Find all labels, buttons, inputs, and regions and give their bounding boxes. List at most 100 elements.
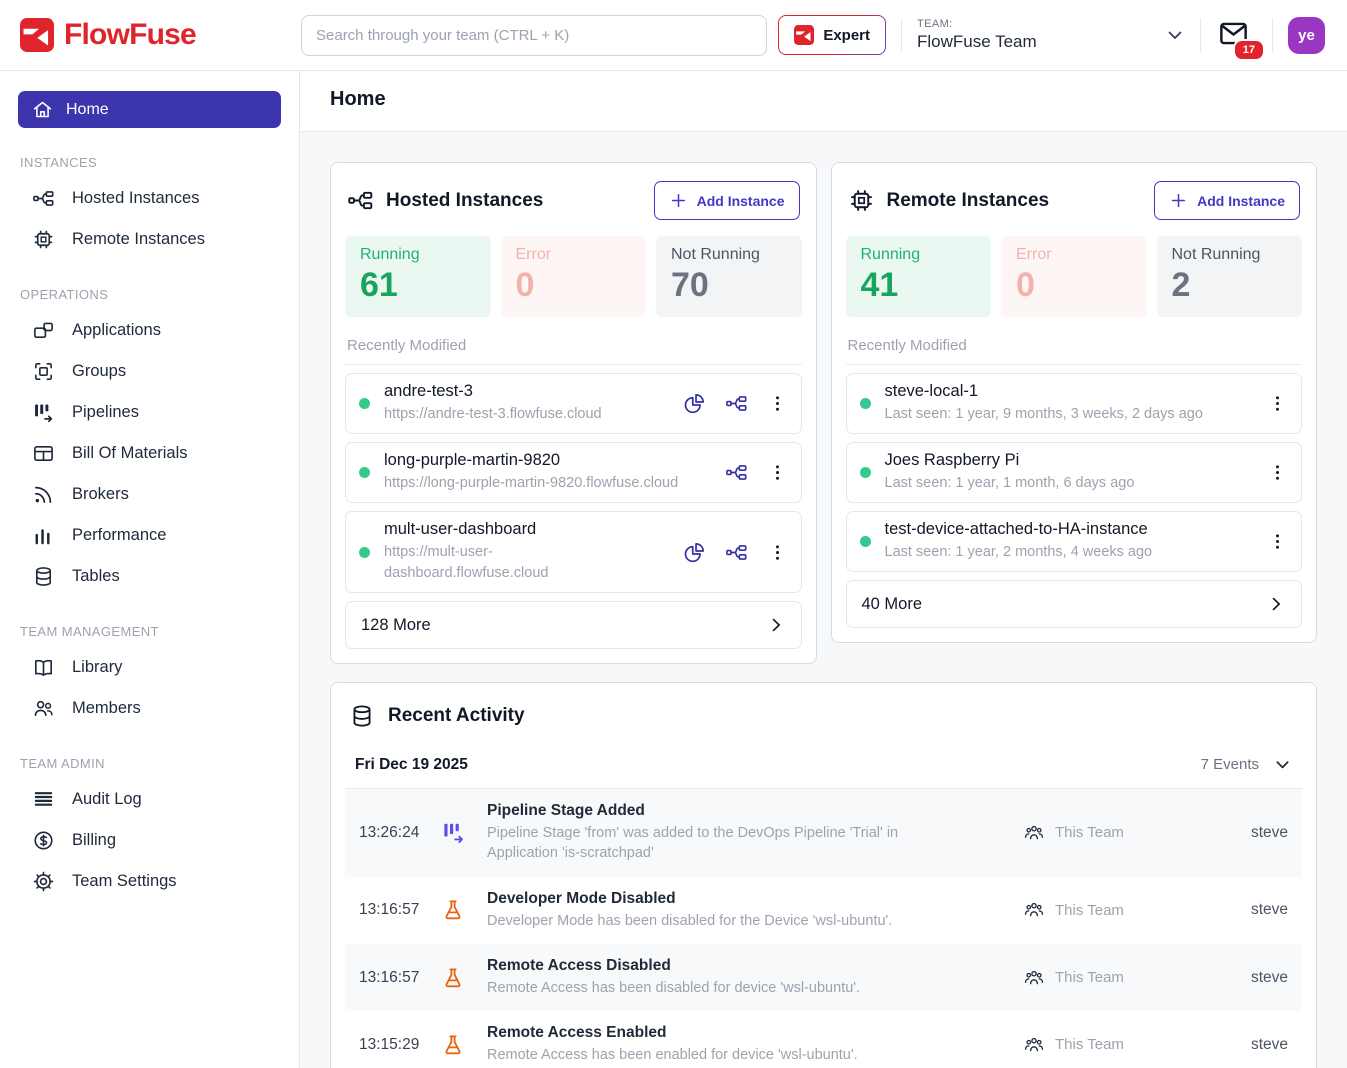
- notifications-button[interactable]: 17: [1216, 16, 1265, 61]
- stat-value: 70: [671, 266, 709, 304]
- open-editor-icon[interactable]: [725, 461, 748, 484]
- expert-button[interactable]: Expert: [778, 15, 886, 55]
- kebab-menu-icon[interactable]: [1267, 393, 1288, 414]
- notifications-badge: 17: [1232, 38, 1265, 61]
- sidebar-item-performance[interactable]: Performance: [18, 515, 281, 556]
- team-selector[interactable]: TEAM: FlowFuse Team: [917, 18, 1185, 52]
- device-last-seen: Last seen: 1 year, 1 month, 6 days ago: [884, 475, 1135, 492]
- sidebar-item-applications[interactable]: Applications: [18, 310, 281, 351]
- sidebar-item-billing[interactable]: Billing: [18, 820, 281, 861]
- brokers-icon: [34, 486, 52, 504]
- sidebar-item-remote-instances[interactable]: Remote Instances: [18, 219, 281, 260]
- activity-date-bar: Fri Dec 19 2025 7 Events: [345, 743, 1302, 790]
- groups-icon: [35, 363, 52, 380]
- sidebar-item-label: Audit Log: [72, 790, 142, 808]
- stat-not-running: Not Running 2: [1156, 236, 1302, 318]
- sidebar: Home INSTANCES Hosted Instances Remote I…: [0, 71, 300, 1068]
- sidebar-item-label: Library: [72, 658, 123, 676]
- flowfuse-logo-icon: [20, 18, 54, 52]
- sidebar-item-groups[interactable]: Groups: [18, 351, 281, 392]
- sidebar-item-label: Team Settings: [72, 872, 177, 890]
- open-editor-icon[interactable]: [725, 541, 748, 564]
- sidebar-item-tables[interactable]: Tables: [18, 556, 281, 597]
- sidebar-section-team-admin: TEAM ADMIN: [20, 756, 105, 771]
- team-icon: [1024, 903, 1044, 917]
- device-row[interactable]: steve-local-1 Last seen: 1 year, 9 month…: [845, 373, 1302, 435]
- kebab-menu-icon[interactable]: [767, 393, 788, 414]
- kebab-menu-icon[interactable]: [1267, 531, 1288, 552]
- event-description: Pipeline Stage 'from' was added to the D…: [487, 825, 899, 862]
- status-dot-running: [859, 398, 871, 410]
- sidebar-item-team-settings[interactable]: Team Settings: [18, 861, 281, 902]
- sidebar-item-bill-of-materials[interactable]: Bill Of Materials: [18, 433, 281, 474]
- card-title: Recent Activity: [388, 705, 525, 727]
- sidebar-item-audit-log[interactable]: Audit Log: [18, 779, 281, 820]
- event-time: 13:26:24: [359, 823, 420, 841]
- sidebar-item-home[interactable]: Home: [18, 91, 281, 128]
- event-user: steve: [1250, 901, 1288, 919]
- activity-event-row: 13:26:24 Pipeline Stage Added Pipeline S…: [345, 789, 1302, 877]
- sidebar-item-label: Groups: [72, 362, 127, 380]
- device-row[interactable]: Joes Raspberry Pi Last seen: 1 year, 1 m…: [845, 442, 1302, 504]
- brand-name: FlowFuse: [64, 18, 197, 51]
- dashboard-pie-icon[interactable]: [683, 541, 706, 564]
- plus-icon: [671, 193, 685, 208]
- sidebar-section-operations: OPERATIONS: [20, 287, 109, 302]
- tables-icon: [35, 567, 52, 586]
- hosted-instances-icon: [348, 191, 373, 210]
- hosted-more-row[interactable]: 128 More: [345, 601, 802, 650]
- sidebar-section-team-management: TEAM MANAGEMENT: [20, 624, 159, 639]
- instance-row[interactable]: long-purple-martin-9820 https://long-pur…: [345, 442, 802, 504]
- event-description: Remote Access has been disabled for devi…: [487, 980, 861, 997]
- sidebar-item-label: Hosted Instances: [72, 189, 200, 207]
- event-title: Remote Access Disabled: [487, 957, 671, 975]
- top-navbar: FlowFuse Expert TEAM: FlowFuse Team 17 y…: [0, 0, 1347, 71]
- instance-name: andre-test-3: [384, 382, 473, 401]
- dashboard-pie-icon[interactable]: [683, 392, 706, 415]
- kebab-menu-icon[interactable]: [767, 542, 788, 563]
- sidebar-item-hosted-instances[interactable]: Hosted Instances: [18, 178, 281, 219]
- event-description: Remote Access has been enabled for devic…: [487, 1047, 858, 1064]
- recently-modified-label: Recently Modified: [345, 337, 802, 366]
- sidebar-item-pipelines[interactable]: Pipelines: [18, 392, 281, 433]
- add-hosted-instance-button[interactable]: Add Instance: [653, 181, 800, 220]
- team-icon: [1024, 970, 1044, 985]
- stat-running: Running 61: [345, 236, 491, 318]
- kebab-menu-icon[interactable]: [767, 462, 788, 483]
- applications-icon: [34, 322, 53, 339]
- remote-more-row[interactable]: 40 More: [845, 580, 1302, 629]
- open-editor-icon[interactable]: [725, 392, 748, 415]
- main-content: Home Hosted Instances Add Instance: [300, 71, 1347, 1068]
- instance-row[interactable]: mult-user-dashboard https://mult-user-da…: [345, 511, 802, 594]
- event-time: 13:16:57: [359, 901, 420, 919]
- search-input[interactable]: [301, 14, 767, 56]
- flowfuse-logo[interactable]: FlowFuse: [20, 18, 301, 52]
- sidebar-item-brokers[interactable]: Brokers: [18, 474, 281, 515]
- remote-instances-icon: [850, 190, 872, 211]
- device-row[interactable]: test-device-attached-to-HA-instance Last…: [845, 511, 1302, 573]
- bill-of-materials-icon: [34, 445, 53, 462]
- activity-event-row: 13:16:57 Developer Mode Disabled Develop…: [345, 877, 1302, 944]
- sidebar-item-label: Billing: [72, 831, 117, 849]
- events-count: 7 Events: [1200, 756, 1259, 774]
- billing-icon: [34, 831, 53, 850]
- chevron-right-icon: [772, 618, 780, 632]
- more-label: 40 More: [861, 594, 923, 613]
- user-avatar[interactable]: ye: [1288, 16, 1325, 54]
- team-label: TEAM:: [917, 18, 953, 30]
- divider: [1200, 18, 1201, 52]
- events-collapse-toggle[interactable]: 7 Events: [1201, 755, 1292, 774]
- stat-value: 0: [515, 266, 535, 304]
- stat-label: Not Running: [671, 246, 760, 263]
- sidebar-item-label: Pipelines: [72, 403, 139, 421]
- add-remote-instance-button[interactable]: Add Instance: [1154, 181, 1300, 220]
- kebab-menu-icon[interactable]: [1267, 462, 1288, 483]
- divider: [901, 18, 902, 52]
- add-instance-label: Add Instance: [696, 192, 785, 209]
- sidebar-item-library[interactable]: Library: [18, 647, 281, 688]
- device-last-seen: Last seen: 1 year, 2 months, 4 weeks ago: [884, 544, 1153, 561]
- sidebar-item-members[interactable]: Members: [18, 688, 281, 729]
- instance-url: https://mult-user-dashboard.flowfuse.clo…: [384, 544, 549, 582]
- instance-row[interactable]: andre-test-3 https://andre-test-3.flowfu…: [345, 373, 802, 435]
- sidebar-item-label: Performance: [72, 526, 167, 544]
